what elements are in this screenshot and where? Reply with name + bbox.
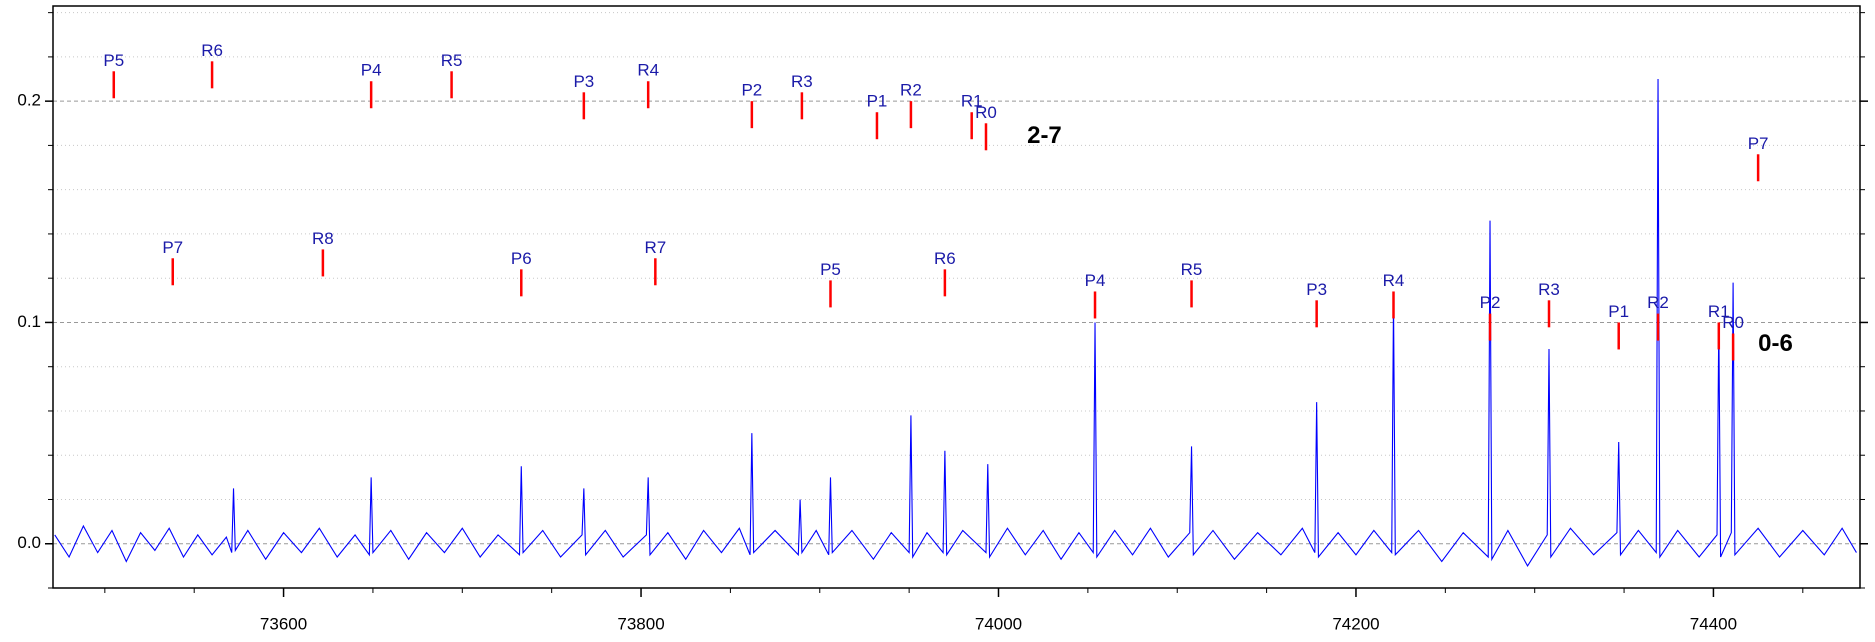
x-tick-label: 74400 <box>1690 614 1737 633</box>
x-tick-label: 74000 <box>975 614 1022 633</box>
line-label: P2 <box>741 81 762 100</box>
line-label: P1 <box>867 92 888 111</box>
line-label: R3 <box>791 72 813 91</box>
line-label: P4 <box>1085 271 1106 290</box>
line-label: P3 <box>1306 280 1327 299</box>
line-label: R2 <box>900 81 922 100</box>
line-label: R7 <box>644 238 666 257</box>
y-tick-label: 0.1 <box>17 312 41 331</box>
y-tick-label: 0.0 <box>17 533 41 552</box>
line-label: R4 <box>1383 271 1405 290</box>
line-label: R6 <box>201 41 223 60</box>
line-label: R3 <box>1538 280 1560 299</box>
line-label: R1 <box>961 92 983 111</box>
y-tick-label: 0.2 <box>17 91 41 110</box>
line-label: R0 <box>975 103 997 122</box>
line-label: P5 <box>103 51 124 70</box>
line-label: P6 <box>511 249 532 268</box>
band-label: 2-7 <box>1027 122 1062 149</box>
line-label: R8 <box>312 229 334 248</box>
spectrum-line <box>54 79 1857 567</box>
line-label: R6 <box>934 249 956 268</box>
line-label: R4 <box>637 61 659 80</box>
line-label: P7 <box>162 238 183 257</box>
line-label: R1 <box>1708 302 1730 321</box>
line-label: R5 <box>441 51 463 70</box>
x-tick-label: 74200 <box>1332 614 1379 633</box>
x-tick-label: 73800 <box>617 614 664 633</box>
x-tick-label: 73600 <box>260 614 307 633</box>
line-label: P4 <box>361 61 382 80</box>
line-label: P3 <box>573 72 594 91</box>
line-label: P1 <box>1608 302 1629 321</box>
plot-frame <box>52 5 1861 589</box>
line-label: R5 <box>1181 260 1203 279</box>
line-label: R0 <box>1722 313 1744 332</box>
line-label: P7 <box>1748 134 1769 153</box>
line-label: R2 <box>1647 293 1669 312</box>
line-label: P5 <box>820 260 841 279</box>
band-label: 0-6 <box>1758 330 1793 357</box>
line-label: P2 <box>1480 293 1501 312</box>
